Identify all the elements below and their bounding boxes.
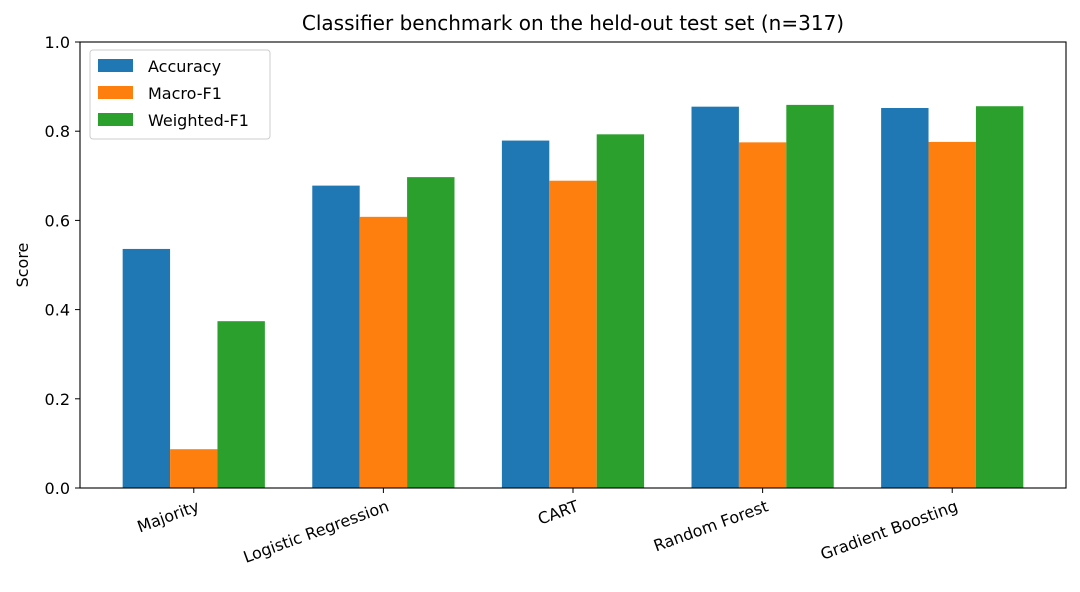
- legend-swatch: [98, 86, 133, 99]
- bar-accuracy-cart: [501, 140, 550, 489]
- bar-weighted-f1-cart: [596, 134, 645, 488]
- chart-title: Classifier benchmark on the held-out tes…: [302, 11, 844, 35]
- legend-swatch: [98, 113, 133, 126]
- y-tick-label: 0.2: [45, 390, 70, 409]
- bar-macro-f1-majority: [170, 449, 218, 488]
- y-axis-label: Score: [13, 243, 32, 288]
- bars-layer: [122, 104, 1024, 489]
- bar-weighted-f1-random-forest: [786, 104, 834, 489]
- legend-swatch: [98, 59, 133, 72]
- bar-macro-f1-logistic-regression: [359, 216, 408, 488]
- bar-macro-f1-cart: [549, 180, 597, 488]
- legend: Accuracy Macro-F1 Weighted-F1: [89, 49, 271, 140]
- bar-macro-f1-gradient-boosting: [928, 141, 976, 489]
- bar-accuracy-random-forest: [691, 106, 739, 489]
- y-tick-label: 1.0: [45, 33, 70, 52]
- legend-label: Weighted-F1: [148, 111, 249, 130]
- y-tick-label: 0.0: [45, 479, 70, 498]
- y-tick-label: 0.8: [45, 122, 70, 141]
- bar-accuracy-logistic-regression: [312, 185, 360, 488]
- bar-weighted-f1-gradient-boosting: [975, 106, 1024, 488]
- y-tick-label: 0.4: [45, 301, 70, 320]
- y-tick-label: 0.6: [45, 211, 70, 230]
- bar-weighted-f1-majority: [217, 321, 265, 488]
- bar-accuracy-majority: [122, 248, 171, 488]
- bar-accuracy-gradient-boosting: [881, 108, 929, 489]
- bar-weighted-f1-logistic-regression: [407, 177, 455, 488]
- bar-macro-f1-random-forest: [738, 142, 787, 488]
- legend-label: Macro-F1: [148, 84, 222, 103]
- legend-label: Accuracy: [148, 57, 221, 76]
- legend-box: [89, 49, 271, 140]
